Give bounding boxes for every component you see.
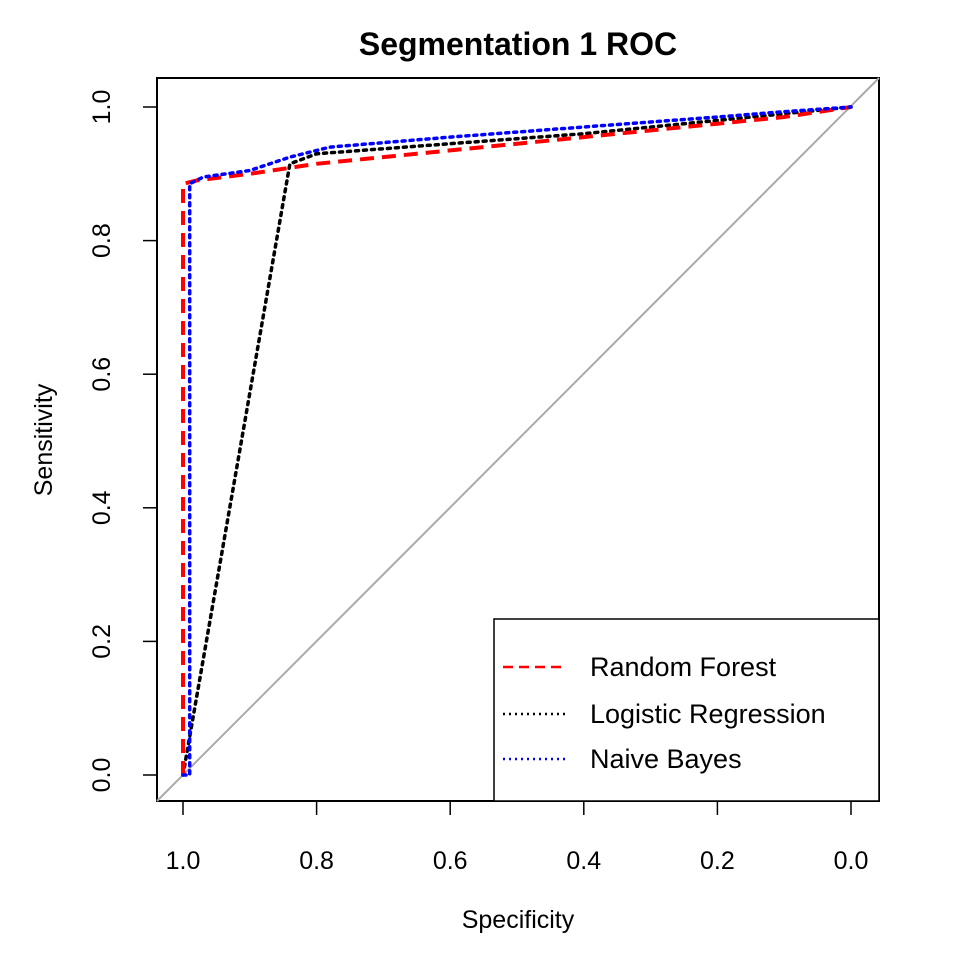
- series-line-logistic-regression: [181, 105, 853, 777]
- series-group: [181, 105, 853, 777]
- y-tick-label: 0.0: [88, 758, 116, 793]
- y-tick-label: 0.4: [88, 490, 116, 525]
- legend-box: [493, 618, 880, 802]
- x-tick-label: 0.4: [566, 847, 601, 875]
- x-axis-label: Specificity: [462, 906, 575, 934]
- legend: Random Forest Logistic Regression Naive Ba…: [493, 618, 880, 802]
- chart-title: Segmentation 1 ROC: [359, 26, 677, 62]
- y-tick-label: 0.6: [88, 357, 116, 392]
- x-tick-label: 0.6: [433, 847, 468, 875]
- x-tick-label: 0.8: [299, 847, 334, 875]
- series-line-random-forest: [181, 105, 852, 775]
- reference-diagonal-line: [156, 77, 880, 802]
- legend-label: Naive Bayes: [590, 744, 742, 774]
- y-tick-label: 0.2: [88, 624, 116, 659]
- legend-label: Random Forest: [590, 652, 777, 682]
- y-axis: 0.0 0.2 0.4 0.6 0.8 1.0: [88, 90, 158, 793]
- y-tick-label: 0.8: [88, 223, 116, 258]
- legend-label: Logistic Regression: [590, 699, 826, 729]
- x-axis: 1.0 0.8 0.6 0.4 0.2 0.0: [166, 800, 869, 875]
- x-tick-label: 0.0: [834, 847, 869, 875]
- series-line-naive-bayes: [181, 105, 853, 777]
- reference-diagonal-group: [156, 77, 880, 802]
- x-tick-label: 1.0: [166, 847, 201, 875]
- x-tick-label: 0.2: [700, 847, 735, 875]
- y-tick-label: 1.0: [88, 90, 116, 125]
- y-axis-label: Sensitivity: [30, 383, 58, 496]
